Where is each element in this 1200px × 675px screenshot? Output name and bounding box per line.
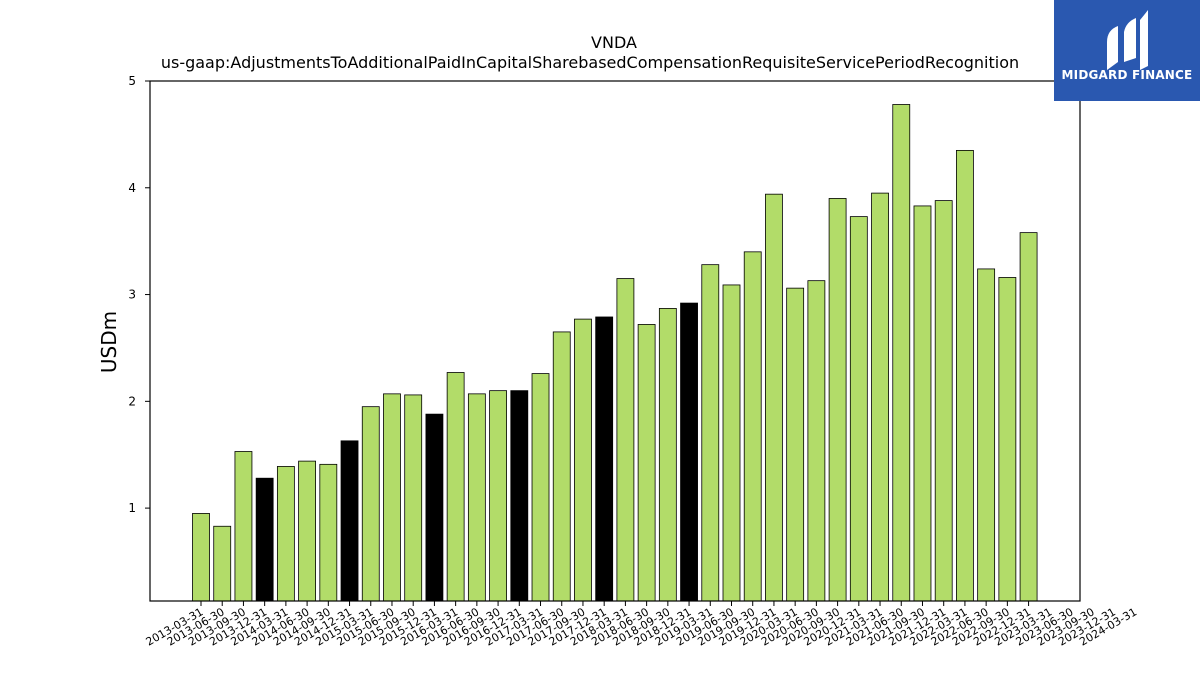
y-axis-label: USDm (97, 311, 121, 373)
bar (658, 308, 677, 602)
bar (489, 390, 507, 602)
bar (743, 251, 762, 602)
bar (574, 318, 592, 602)
bar (446, 372, 465, 602)
bar (977, 268, 996, 602)
bar (701, 264, 720, 602)
bars-group (192, 104, 1038, 602)
bar (552, 331, 571, 602)
midgard-finance-logo: MIDGARD FINANCE (1054, 0, 1200, 101)
bar (361, 406, 380, 602)
bar (319, 463, 338, 602)
logo-mark-icon (1107, 10, 1148, 70)
bar (234, 451, 253, 602)
bar (467, 393, 486, 602)
bar (192, 513, 210, 602)
y-tick-label: 2 (128, 394, 136, 408)
bar (531, 373, 550, 602)
bar (276, 466, 295, 602)
y-tick-label: 3 (128, 288, 136, 302)
bar (998, 277, 1017, 602)
chart-title: VNDA (591, 33, 637, 52)
y-ticks: 1 2 3 4 5 (128, 74, 150, 515)
bar (616, 278, 635, 602)
bar (213, 525, 232, 602)
bar (849, 216, 868, 602)
bar (425, 413, 444, 602)
bar (956, 149, 974, 602)
plot-frame (149, 80, 1081, 602)
bar (871, 192, 889, 602)
bar (255, 477, 274, 602)
bar (786, 287, 805, 602)
logo-text: MIDGARD FINANCE (1061, 68, 1193, 82)
bar (637, 324, 656, 602)
bar (510, 390, 529, 602)
chart-subtitle: us-gaap:AdjustmentsToAdditionalPaidInCap… (161, 53, 1019, 72)
bar (892, 104, 911, 602)
bar (765, 193, 783, 602)
bar (828, 198, 847, 602)
bar (298, 460, 317, 602)
bar (404, 394, 423, 602)
bar (680, 302, 698, 602)
bar (383, 393, 401, 602)
y-tick-label: 1 (128, 501, 136, 515)
bar (722, 284, 741, 602)
bar (340, 440, 359, 602)
bar (1019, 232, 1038, 602)
y-tick-label: 5 (128, 74, 136, 88)
y-tick-label: 4 (128, 181, 136, 195)
bar (807, 280, 826, 602)
bar (934, 200, 953, 602)
bar (595, 316, 614, 602)
x-ticks: 2013-03-312013-06-302013-09-302013-12-31… (144, 601, 1139, 649)
bar (913, 205, 932, 602)
